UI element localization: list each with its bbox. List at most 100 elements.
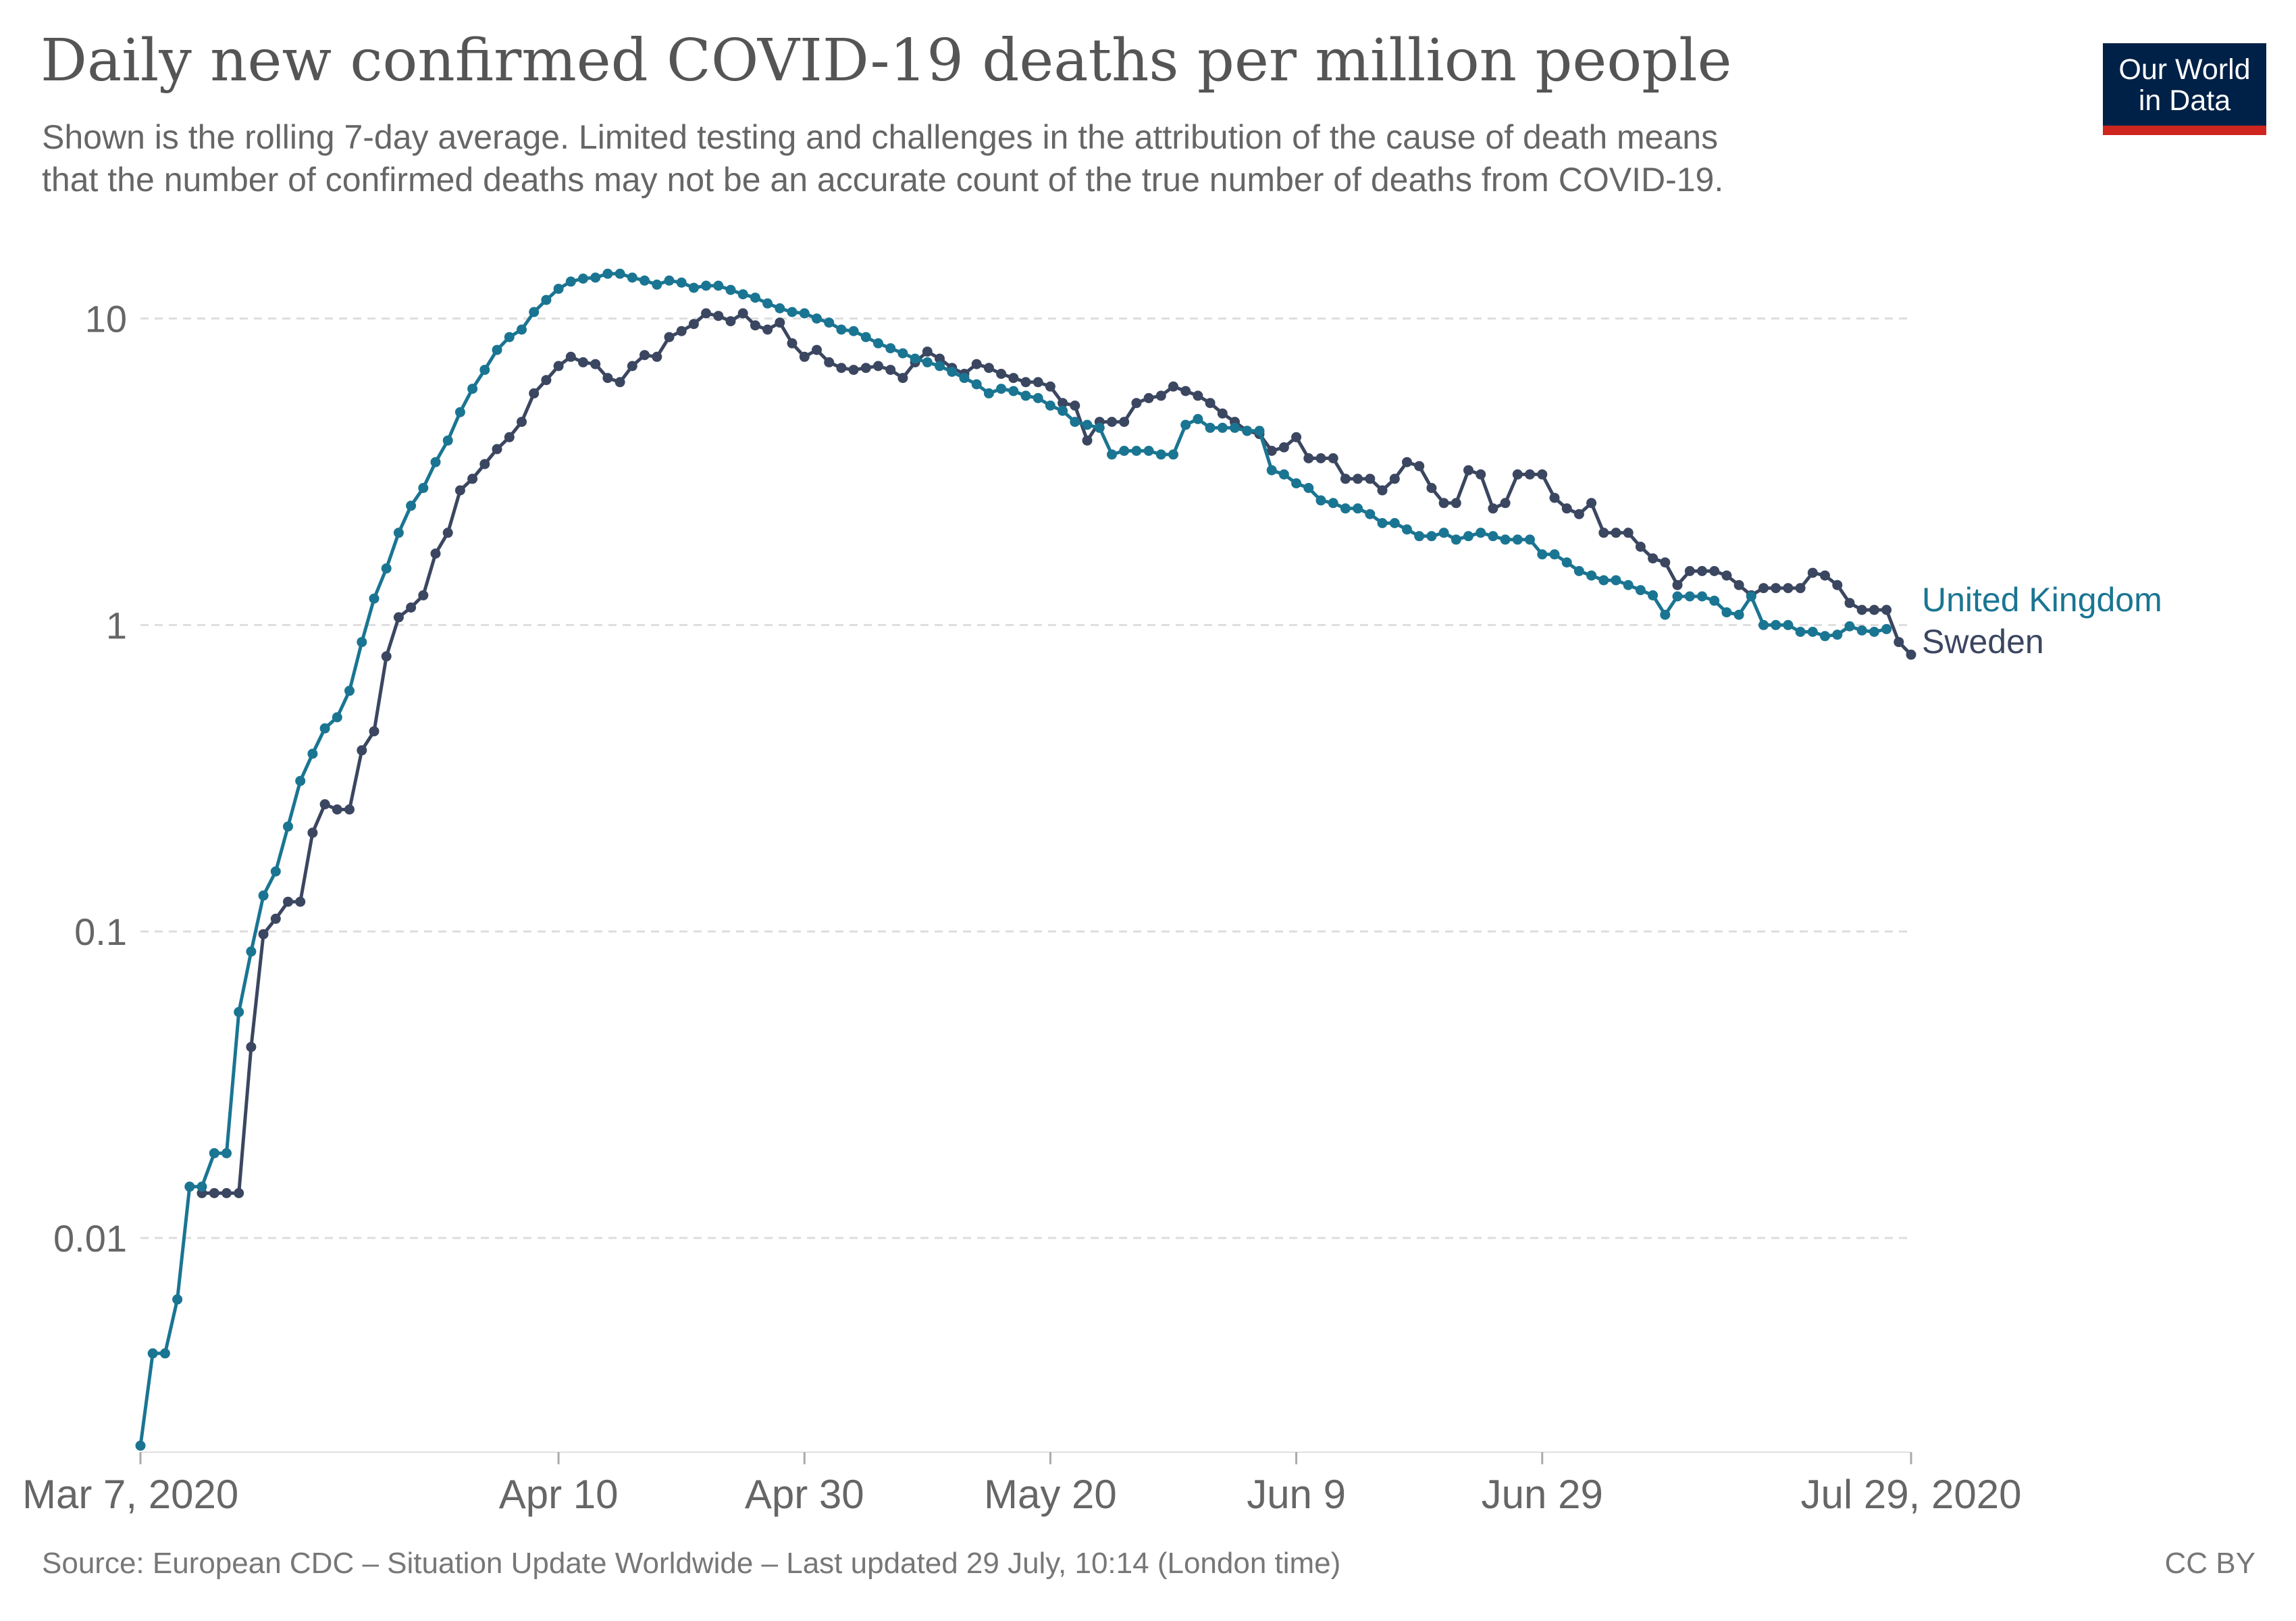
data-point[interactable] <box>319 799 330 810</box>
series-label-sweden[interactable]: Sweden <box>1922 623 2044 661</box>
data-point[interactable] <box>1315 495 1326 506</box>
data-point[interactable] <box>1414 531 1425 542</box>
data-point[interactable] <box>172 1294 183 1305</box>
data-point[interactable] <box>787 338 798 349</box>
data-point[interactable] <box>812 344 822 355</box>
data-point[interactable] <box>1783 619 1794 630</box>
data-point[interactable] <box>369 593 380 604</box>
data-point[interactable] <box>492 344 502 355</box>
data-point[interactable] <box>1303 453 1314 463</box>
data-point[interactable] <box>1143 446 1154 456</box>
data-point[interactable] <box>565 276 576 287</box>
license-link[interactable]: CC BY <box>2164 1547 2255 1580</box>
data-point[interactable] <box>467 473 478 484</box>
data-point[interactable] <box>1586 570 1597 581</box>
data-point[interactable] <box>578 274 588 284</box>
data-point[interactable] <box>418 483 429 493</box>
data-point[interactable] <box>1684 566 1695 576</box>
data-point[interactable] <box>615 268 625 279</box>
data-point[interactable] <box>1082 435 1093 446</box>
data-point[interactable] <box>1402 457 1412 467</box>
data-point[interactable] <box>529 307 540 317</box>
data-point[interactable] <box>1426 483 1437 493</box>
data-point[interactable] <box>1328 498 1338 509</box>
data-point[interactable] <box>1795 627 1806 637</box>
data-point[interactable] <box>1242 426 1253 436</box>
data-point[interactable] <box>1869 604 1879 615</box>
data-point[interactable] <box>873 361 883 371</box>
data-point[interactable] <box>836 324 847 335</box>
data-point[interactable] <box>824 357 835 367</box>
data-point[interactable] <box>517 324 527 335</box>
data-point[interactable] <box>602 268 613 279</box>
data-point[interactable] <box>1205 422 1216 433</box>
data-point[interactable] <box>885 343 896 354</box>
data-point[interactable] <box>1733 580 1744 590</box>
data-point[interactable] <box>1697 566 1707 576</box>
data-point[interactable] <box>1771 619 1781 630</box>
data-point[interactable] <box>319 723 330 734</box>
data-point[interactable] <box>283 896 293 907</box>
data-point[interactable] <box>1771 583 1781 594</box>
data-point[interactable] <box>406 602 417 613</box>
data-point[interactable] <box>1353 473 1363 484</box>
data-point[interactable] <box>947 367 958 377</box>
data-point[interactable] <box>1155 449 1166 460</box>
data-point[interactable] <box>676 277 687 288</box>
data-point[interactable] <box>357 745 367 756</box>
data-point[interactable] <box>454 485 465 496</box>
data-point[interactable] <box>1217 422 1228 433</box>
data-point[interactable] <box>664 332 675 342</box>
data-point[interactable] <box>1033 377 1043 388</box>
data-point[interactable] <box>1758 583 1769 594</box>
data-point[interactable] <box>1611 528 1621 538</box>
data-point[interactable] <box>1008 373 1019 384</box>
data-point[interactable] <box>479 365 490 376</box>
data-point[interactable] <box>1008 386 1019 396</box>
data-point[interactable] <box>787 307 798 317</box>
data-point[interactable] <box>234 1188 244 1198</box>
data-point[interactable] <box>1500 498 1511 509</box>
data-point[interactable] <box>1586 498 1597 509</box>
data-point[interactable] <box>701 308 712 319</box>
data-point[interactable] <box>1168 449 1178 460</box>
data-point[interactable] <box>1045 401 1055 411</box>
data-point[interactable] <box>393 612 404 623</box>
data-point[interactable] <box>737 289 748 300</box>
data-point[interactable] <box>1377 485 1388 496</box>
data-point[interactable] <box>1525 469 1535 480</box>
data-point[interactable] <box>701 280 712 291</box>
data-point[interactable] <box>541 375 552 386</box>
data-point[interactable] <box>848 365 859 376</box>
data-point[interactable] <box>1807 627 1818 637</box>
data-point[interactable] <box>1561 503 1572 514</box>
data-point[interactable] <box>578 357 588 367</box>
data-point[interactable] <box>1266 446 1277 456</box>
data-point[interactable] <box>1660 609 1671 620</box>
data-point[interactable] <box>1672 591 1683 602</box>
data-point[interactable] <box>1820 570 1830 581</box>
data-point[interactable] <box>1894 637 1904 648</box>
data-point[interactable] <box>332 804 342 815</box>
data-point[interactable] <box>1832 580 1843 590</box>
data-point[interactable] <box>1906 649 1916 660</box>
data-point[interactable] <box>246 946 257 957</box>
data-point[interactable] <box>1488 503 1498 514</box>
data-point[interactable] <box>492 444 502 455</box>
data-point[interactable] <box>1512 534 1523 545</box>
data-point[interactable] <box>1353 503 1363 514</box>
data-point[interactable] <box>688 319 699 330</box>
data-point[interactable] <box>799 308 810 319</box>
data-point[interactable] <box>775 303 785 313</box>
data-point[interactable] <box>652 351 662 362</box>
data-point[interactable] <box>1820 631 1830 642</box>
data-point[interactable] <box>1278 469 1289 480</box>
data-point[interactable] <box>1107 417 1117 428</box>
data-point[interactable] <box>1266 465 1277 475</box>
owid-logo[interactable]: Our World in Data <box>2103 43 2266 135</box>
data-point[interactable] <box>1856 604 1867 615</box>
data-point[interactable] <box>910 353 920 364</box>
data-point[interactable] <box>504 432 515 442</box>
data-point[interactable] <box>1058 405 1068 416</box>
data-point[interactable] <box>935 353 945 364</box>
